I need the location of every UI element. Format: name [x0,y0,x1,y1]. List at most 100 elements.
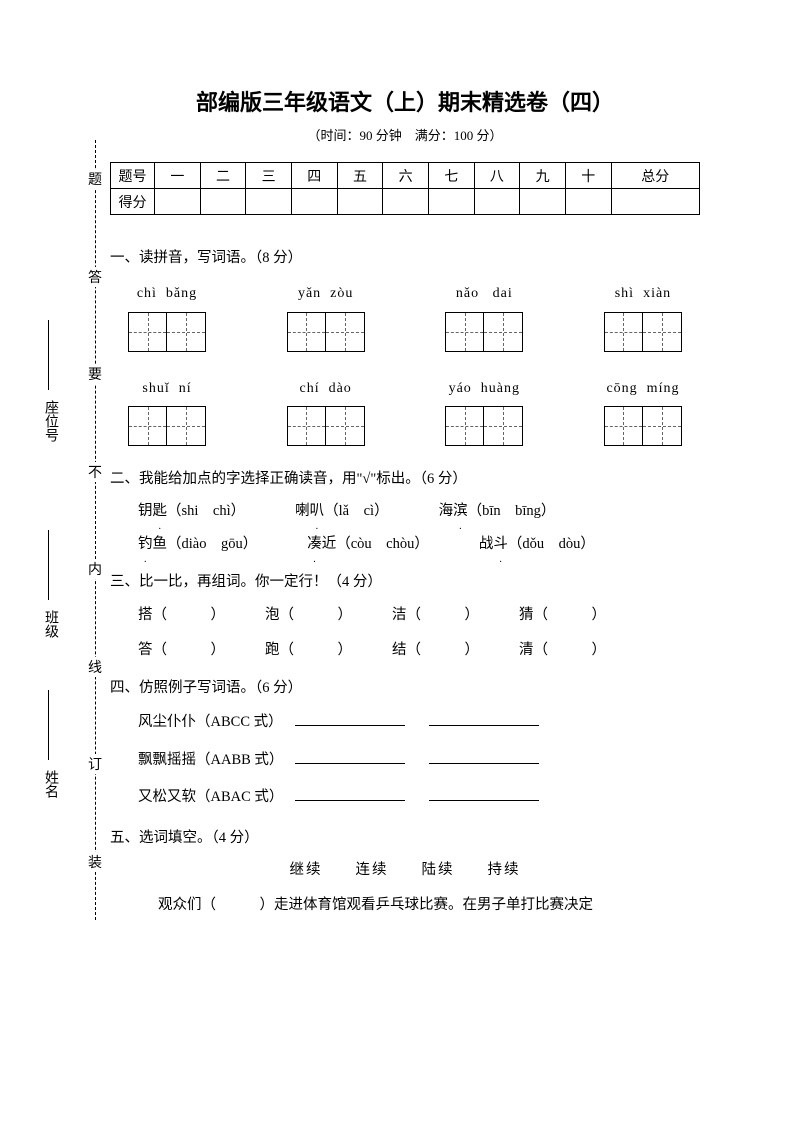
char-cell[interactable] [326,313,364,351]
char-cell[interactable] [129,313,167,351]
char-cell[interactable] [288,313,326,351]
char-cell[interactable] [643,407,681,445]
q3-row-1: 搭（ ）泡（ ）洁（ ）猜（ ） [110,598,700,633]
answer-blank[interactable] [295,787,405,801]
question-1: 一、读拼音，写词语。（8 分） chì bǎngyǎn zòunǎo daish… [110,243,700,446]
char-cell[interactable] [446,407,484,445]
q4-example: 又松又软（ABAC 式） [138,789,283,805]
q2-item: 凑近（còu chòu） [307,528,429,561]
score-cell[interactable] [337,189,383,215]
binding-char: 内 [86,559,104,579]
char-cell[interactable] [167,313,205,351]
q1-pinyin-row-2: shuǐ níchí dàoyáo huàngcōng míng [110,374,700,446]
score-cell[interactable] [155,189,201,215]
q3-item: 清（ ） [519,633,606,668]
q2-head: 二、我能给加点的字选择正确读音，用"√"标出。（6 分） [110,464,700,494]
pinyin-block: shì xiàn [604,279,682,351]
char-grid[interactable] [128,406,206,446]
q2-row-2: 钓鱼（diào gōu）凑近（còu chòu）战斗（dǒu dòu） [110,528,700,561]
answer-blank[interactable] [429,712,539,726]
score-col: 总分 [611,163,699,189]
binding-char: 题 [86,169,104,189]
score-cell[interactable] [428,189,474,215]
vertical-labels-column: 座位号班级姓名 [40,140,70,920]
char-grid[interactable] [604,406,682,446]
pinyin-block: yáo huàng [445,374,523,446]
score-col: 八 [474,163,520,189]
score-value-row: 得分 [111,189,700,215]
q5-word-bank: 继续 连续 陆续 持续 [110,853,700,888]
dotted-char: 凑 [307,528,322,561]
answer-blank[interactable] [295,712,405,726]
left-vertical-label: 座位号 [40,400,60,442]
char-cell[interactable] [605,407,643,445]
left-label-line [48,320,49,390]
answer-blank[interactable] [295,750,405,764]
dotted-char: 滨 [453,495,468,528]
q3-item: 猜（ ） [519,598,606,633]
question-4: 四、仿照例子写词语。（6 分） 风尘仆仆（ABCC 式） 飘飘摇摇（AABB 式）… [110,673,700,817]
q2-item: 钓鱼（diào gōu） [138,528,257,561]
score-col: 十 [565,163,611,189]
binding-char: 答 [86,267,104,287]
score-cell[interactable] [246,189,292,215]
q3-item: 洁（ ） [392,598,479,633]
binding-char: 线 [86,657,104,677]
dotted-char: 斗 [493,528,508,561]
q3-item: 答（ ） [138,633,225,668]
pinyin-text: yáo huàng [449,374,520,403]
dotted-char: 叭 [310,495,325,528]
char-grid[interactable] [128,312,206,352]
q3-item: 跑（ ） [265,633,352,668]
q3-item: 结（ ） [392,633,479,668]
char-grid[interactable] [287,312,365,352]
score-cell[interactable] [565,189,611,215]
score-col: 一 [155,163,201,189]
q4-item: 飘飘摇摇（AABB 式） [110,742,700,780]
q3-item: 搭（ ） [138,598,225,633]
dotted-char: 匙 [153,495,168,528]
score-col: 六 [383,163,429,189]
q4-head: 四、仿照例子写词语。（6 分） [110,673,700,703]
binding-dashed-line [95,140,96,920]
char-cell[interactable] [643,313,681,351]
score-col: 二 [200,163,246,189]
answer-blank[interactable] [429,787,539,801]
score-cell[interactable] [474,189,520,215]
char-grid[interactable] [445,406,523,446]
score-col: 五 [337,163,383,189]
char-cell[interactable] [288,407,326,445]
score-col: 七 [428,163,474,189]
char-cell[interactable] [605,313,643,351]
exam-subtitle: （时间：90 分钟 满分：100 分） [110,125,700,144]
char-cell[interactable] [484,407,522,445]
exam-title: 部编版三年级语文（上）期末精选卷（四） [110,85,700,117]
q4-example: 风尘仆仆（ABCC 式） [138,714,283,730]
q2-item: 海滨（bīn bīng） [439,495,556,528]
pinyin-text: yǎn zòu [298,279,353,308]
left-vertical-label: 班级 [40,610,60,638]
pinyin-block: chí dào [287,374,365,446]
q3-row-2: 答（ ） 跑（ ） 结（ ） 清（ ） [110,633,700,668]
char-grid[interactable] [445,312,523,352]
answer-blank[interactable] [429,750,539,764]
char-grid[interactable] [287,406,365,446]
binding-char: 要 [86,364,104,384]
question-2: 二、我能给加点的字选择正确读音，用"√"标出。（6 分） 钥匙（shi chì）… [110,464,700,561]
score-col: 九 [520,163,566,189]
score-cell[interactable] [200,189,246,215]
q2-row-1: 钥匙（shi chì）喇叭（lǎ cì）海滨（bīn bīng） [110,495,700,528]
char-cell[interactable] [484,313,522,351]
char-cell[interactable] [446,313,484,351]
binding-char: 不 [86,462,104,482]
char-cell[interactable] [167,407,205,445]
binding-char: 订 [86,754,104,774]
score-cell[interactable] [383,189,429,215]
score-cell[interactable] [611,189,699,215]
score-cell[interactable] [520,189,566,215]
char-cell[interactable] [129,407,167,445]
q1-head: 一、读拼音，写词语。（8 分） [110,243,700,273]
score-cell[interactable] [291,189,337,215]
char-grid[interactable] [604,312,682,352]
char-cell[interactable] [326,407,364,445]
